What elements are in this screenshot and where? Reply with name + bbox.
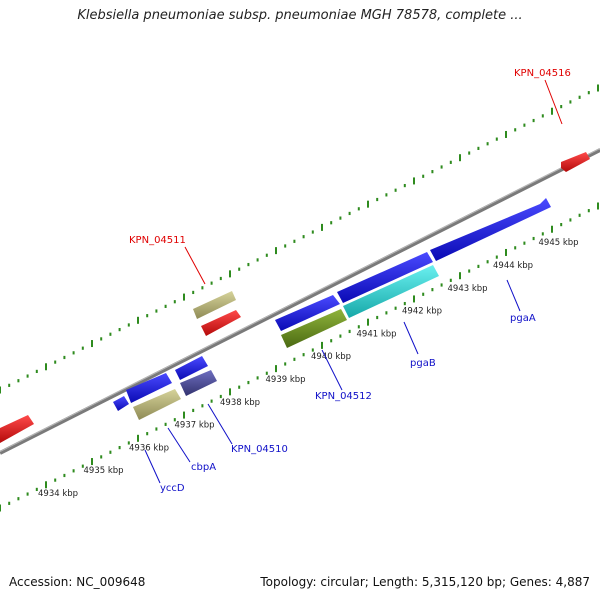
- label-leader-lines: [144, 79, 563, 484]
- gene-block-cbpA-khaki[interactable]: [133, 389, 181, 420]
- scale-label: 4934 kbp: [38, 489, 78, 499]
- gene-arrow-red-left[interactable]: [0, 415, 34, 443]
- genome-summary-text: Topology: circular; Length: 5,315,120 bp…: [260, 575, 590, 589]
- gene-block-kpn04510-slate[interactable]: [180, 370, 217, 396]
- gene-arrow-pgaB-blue[interactable]: [337, 252, 433, 303]
- backbone-highlight: [0, 148, 600, 452]
- gene-block-kpn04512-olive[interactable]: [281, 309, 347, 348]
- gene-label-kpn04512[interactable]: KPN_04512: [315, 391, 372, 402]
- accession-text: Accession: NC_009648: [9, 575, 146, 589]
- scale-labels: 4934 kbp 4935 kbp 4936 kbp 4937 kbp 4938 kbp…: [38, 238, 579, 499]
- leader-pgaB: [403, 321, 419, 355]
- scale-label: 4936 kbp: [129, 443, 169, 453]
- scale-label: 4945 kbp: [539, 238, 579, 248]
- gene-block-pgaB-cyan[interactable]: [343, 265, 439, 318]
- scale-label: 4942 kbp: [402, 307, 442, 317]
- gene-arrow-kpn04516[interactable]: [561, 152, 590, 172]
- leader-yccD: [144, 449, 161, 484]
- leader-kpn04511: [184, 246, 206, 285]
- leader-kpn04510: [207, 403, 233, 445]
- leader-pgaA: [506, 279, 521, 312]
- scale-label: 4944 kbp: [493, 261, 533, 271]
- gene-label-pgaA[interactable]: pgaA: [510, 313, 536, 324]
- tick-track-lower: [0, 202, 599, 512]
- gene-arrow-kpn04511[interactable]: [201, 310, 241, 336]
- leader-kpn04516: [544, 79, 563, 125]
- gene-block-khaki-upper[interactable]: [193, 291, 236, 319]
- gene-label-cbpA[interactable]: cbpA: [191, 462, 216, 473]
- gene-arrow-pgaA[interactable]: [430, 198, 551, 261]
- gene-label-yccD[interactable]: yccD: [160, 483, 185, 494]
- scale-label: 4935 kbp: [84, 466, 124, 476]
- scale-label: 4943 kbp: [448, 284, 488, 294]
- gene-label-kpn04511[interactable]: KPN_04511: [129, 235, 186, 246]
- tick-track-upper: [0, 84, 599, 394]
- scale-label: 4940 kbp: [311, 352, 351, 362]
- gene-features: [0, 152, 590, 443]
- scale-label: 4939 kbp: [266, 375, 306, 385]
- gene-label-kpn04510[interactable]: KPN_04510: [231, 444, 288, 455]
- scale-label: 4937 kbp: [175, 421, 215, 431]
- scale-label: 4941 kbp: [357, 329, 397, 339]
- gene-label-pgaB[interactable]: pgaB: [410, 358, 436, 369]
- scale-label: 4938 kbp: [220, 398, 260, 408]
- gene-arrow-blue-small[interactable]: [113, 396, 129, 411]
- leader-kpn04512: [321, 349, 343, 391]
- gene-arrow-blue-mid[interactable]: [175, 356, 208, 380]
- leader-cbpA: [167, 427, 191, 463]
- backbone-line: [0, 148, 600, 455]
- gene-arrow-kpn04512-blue[interactable]: [275, 295, 340, 331]
- gene-arrow-blue-left[interactable]: [126, 373, 172, 403]
- gene-label-kpn04516[interactable]: KPN_04516: [514, 68, 571, 79]
- map-title: Klebsiella pneumoniae subsp. pneumoniae …: [77, 8, 523, 23]
